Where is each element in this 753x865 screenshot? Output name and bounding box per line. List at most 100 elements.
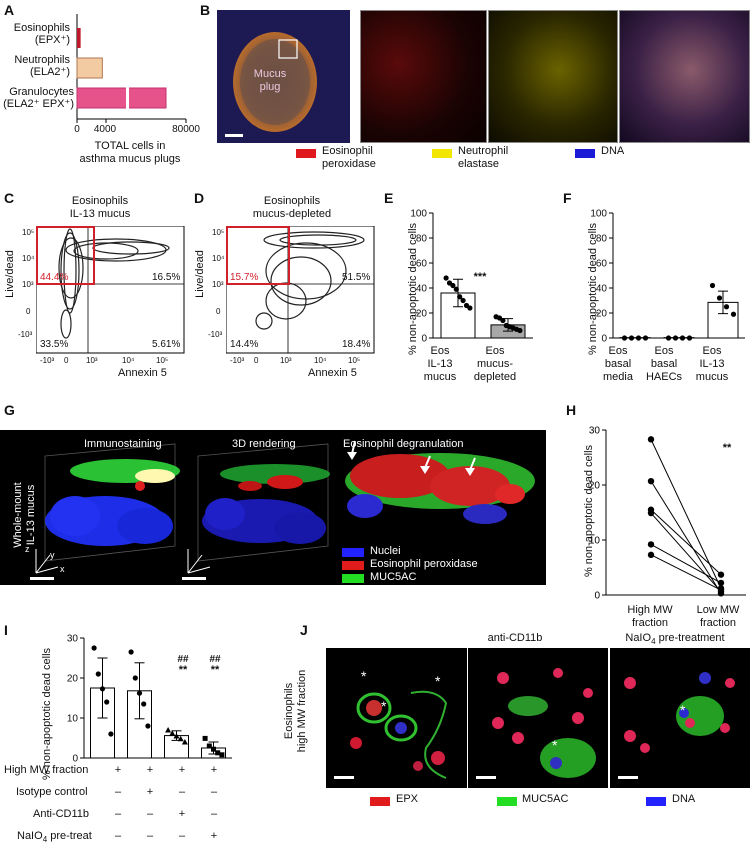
y-tick-label: 0 xyxy=(72,754,78,765)
c-q-tl: 44.4% xyxy=(40,272,69,283)
g-axis-x: x xyxy=(60,564,65,574)
a-cat3-l2: (ELA2⁺ EPX⁺) xyxy=(3,98,74,110)
panel-label-d: D xyxy=(194,190,205,206)
f-cat3-l1: Eos xyxy=(702,345,722,357)
g-axes-glyph-2 xyxy=(182,549,211,580)
j-star-4: * xyxy=(552,737,558,753)
j-t3-post: pre-treatment xyxy=(655,632,725,644)
d-xlabel: Annexin 5 xyxy=(308,367,357,379)
a-chart xyxy=(76,14,187,123)
data-point xyxy=(621,335,628,341)
e-sig: *** xyxy=(473,271,487,283)
b-legend-ela: Neutrophil elastase xyxy=(458,145,508,171)
i-r2-c3: – xyxy=(178,786,186,798)
h-y-tick-label: 0 xyxy=(594,591,600,601)
h-point-high xyxy=(647,477,655,485)
b-epx-image xyxy=(360,10,487,143)
f-cat1-l3: media xyxy=(603,371,633,383)
a-bar-break xyxy=(126,87,129,109)
data-point xyxy=(108,731,114,737)
j-side-l1: Eosinophils xyxy=(283,682,295,740)
i-row-label-4: NaIO4 pre-treat xyxy=(17,830,92,844)
i-r4-c4: + xyxy=(210,830,218,842)
h-pair-line xyxy=(650,480,722,594)
j-legend-muc: MUC5AC xyxy=(522,793,569,805)
j-legend-dna: DNA xyxy=(672,793,696,805)
y-tick-label: 20 xyxy=(596,309,608,320)
a-xtick-1: 4000 xyxy=(93,124,117,135)
f-cat1: Eos basal media xyxy=(596,345,640,384)
a-cat2-l1: Neutrophils xyxy=(14,54,70,66)
f-cat2-l3: HAECs xyxy=(645,371,683,383)
b-legend-swatch-red xyxy=(296,149,316,158)
d-xtick-4: 10⁵ xyxy=(348,356,361,365)
h-point-high xyxy=(647,551,655,559)
panel-label-i: I xyxy=(4,622,8,638)
j-image-2 xyxy=(468,648,608,788)
c-q-tr: 16.5% xyxy=(152,272,181,283)
y-tick-label: 10 xyxy=(67,714,79,725)
f-chart: 0 20 40 60 80 100 xyxy=(590,209,745,345)
h-pair-line xyxy=(650,439,722,589)
panel-label-f: F xyxy=(563,190,572,206)
y-tick-label: 100 xyxy=(410,209,427,220)
data-point xyxy=(177,735,184,742)
c-ylabel: Live/dead xyxy=(3,250,16,298)
h-cat1-l2: fraction xyxy=(631,617,669,629)
data-point xyxy=(672,335,679,341)
data-point xyxy=(104,699,110,705)
j-side-l2: high MW fraction xyxy=(296,669,308,753)
c-ytick-4: -10³ xyxy=(18,330,33,339)
b-legend-swatch-blue xyxy=(575,149,595,158)
i-row4-post: pre-treat xyxy=(47,830,92,842)
d-q-tl: 15.7% xyxy=(230,272,259,283)
y-tick-label: 0 xyxy=(601,334,607,345)
data-point xyxy=(450,282,456,289)
h-cat1: High MW fraction xyxy=(620,604,680,630)
i-r3-c2: – xyxy=(146,808,154,820)
data-point xyxy=(128,649,134,655)
d-xtick-0: -10³ xyxy=(230,356,245,365)
b-legend-dna: DNA xyxy=(601,145,625,157)
b-legend-epx: Eosinophil peroxidase xyxy=(322,145,376,171)
data-point xyxy=(169,730,176,736)
g-title-2: 3D rendering xyxy=(232,438,296,450)
b-elastase-image xyxy=(488,10,618,143)
data-point xyxy=(136,690,143,696)
data-point xyxy=(467,305,473,311)
y-tick-label: 80 xyxy=(416,234,428,245)
h-point-low xyxy=(717,571,725,578)
y-tick-label: 0 xyxy=(421,334,427,345)
panel-label-e: E xyxy=(384,190,394,206)
data-point xyxy=(679,335,686,341)
j-title-3: NaIO4 pre-treatment xyxy=(600,632,750,646)
data-point xyxy=(723,304,730,310)
i-star-3: ** xyxy=(178,664,188,676)
a-cat2: Neutrophils (ELA2⁺) xyxy=(0,54,70,78)
y-tick-label: 40 xyxy=(596,284,608,295)
h-point-low xyxy=(717,586,725,594)
i-r2-c1: – xyxy=(114,786,122,798)
d-ytick-0: 10⁵ xyxy=(212,228,225,237)
i-row4-pre: NaIO xyxy=(17,830,43,842)
g-3d-rendering-image xyxy=(197,443,330,562)
c-xlabel: Annexin 5 xyxy=(118,367,167,379)
i-r1-c3: + xyxy=(178,764,186,776)
f-cat2: Eos basal HAECs xyxy=(642,345,686,384)
c-ytick-0: 10⁵ xyxy=(22,228,35,237)
j-side-label: Eosinophils high MW fraction xyxy=(283,651,309,771)
h-pair-line xyxy=(650,554,722,591)
h-sig: ** xyxy=(722,442,732,454)
d-ytick-2: 10³ xyxy=(212,280,224,289)
e-chart: 0 20 40 60 80 100 xyxy=(410,209,533,345)
i-row4-sub: 4 xyxy=(42,835,48,845)
data-point xyxy=(453,286,459,292)
g-axis-z: z xyxy=(25,544,30,554)
y-tick-label: 80 xyxy=(596,234,608,245)
h-point-high xyxy=(647,436,655,443)
c-flow-plot xyxy=(36,226,185,354)
d-xtick-2: 10³ xyxy=(280,356,292,365)
i-r1-c2: + xyxy=(146,764,154,776)
f-cat1-l1: Eos xyxy=(608,345,628,357)
i-row-label-2: Isotype control xyxy=(16,786,88,798)
